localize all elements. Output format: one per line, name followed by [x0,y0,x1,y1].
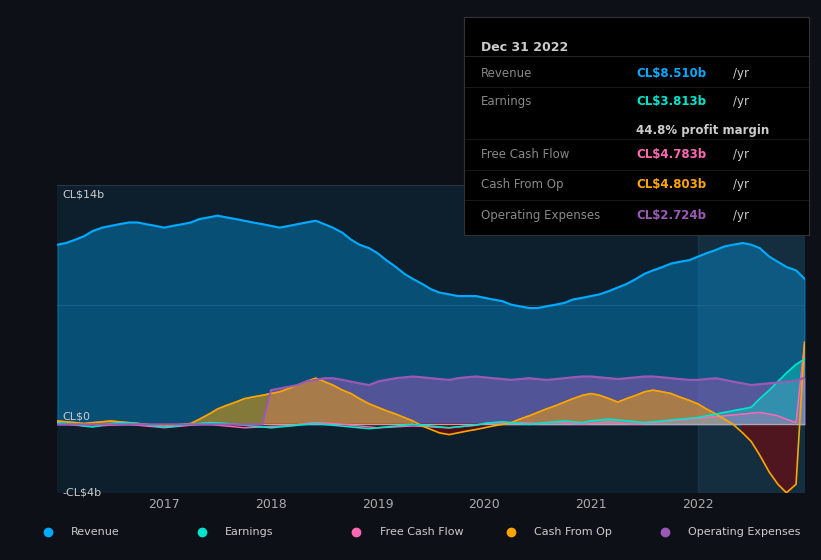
Text: CL$4.783b: CL$4.783b [636,148,706,161]
Text: Revenue: Revenue [71,527,120,537]
Text: Earnings: Earnings [481,95,533,109]
Text: Operating Expenses: Operating Expenses [688,527,800,537]
Text: CL$0: CL$0 [62,411,91,421]
Text: Free Cash Flow: Free Cash Flow [481,148,570,161]
Text: Revenue: Revenue [481,67,533,80]
Text: Free Cash Flow: Free Cash Flow [379,527,463,537]
Text: CL$2.724b: CL$2.724b [636,209,706,222]
Text: CL$8.510b: CL$8.510b [636,67,706,80]
Text: /yr: /yr [733,209,749,222]
Text: Dec 31 2022: Dec 31 2022 [481,41,568,54]
Text: -CL$4b: -CL$4b [62,488,102,498]
Text: Cash From Op: Cash From Op [481,179,563,192]
Text: Operating Expenses: Operating Expenses [481,209,600,222]
Text: /yr: /yr [733,179,749,192]
Text: CL$3.813b: CL$3.813b [636,95,706,109]
Text: 44.8% profit margin: 44.8% profit margin [636,124,769,137]
Text: CL$4.803b: CL$4.803b [636,179,706,192]
Text: CL$14b: CL$14b [62,190,105,200]
Text: /yr: /yr [733,67,749,80]
Text: /yr: /yr [733,95,749,109]
Text: Cash From Op: Cash From Op [534,527,612,537]
Text: /yr: /yr [733,148,749,161]
Bar [698,185,815,493]
Text: Earnings: Earnings [225,527,273,537]
